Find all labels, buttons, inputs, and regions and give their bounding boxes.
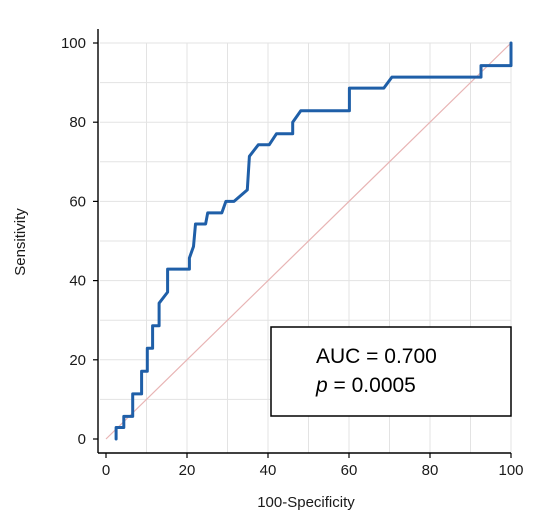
x-tick-label: 80 bbox=[422, 462, 439, 479]
x-tick-label: 60 bbox=[341, 462, 358, 479]
x-tick-label: 0 bbox=[102, 462, 110, 479]
tick-labels: 0 20 40 60 80 100 0 20 40 60 80 100 bbox=[61, 35, 524, 479]
x-axis-title: 100-Specificity bbox=[257, 494, 355, 511]
y-tick-label: 20 bbox=[69, 352, 86, 369]
y-tick-label: 60 bbox=[69, 193, 86, 210]
y-tick-label: 0 bbox=[78, 431, 86, 448]
auc-legend-box: AUC = 0.700 p = 0.0005 bbox=[270, 326, 512, 417]
x-tick-label: 100 bbox=[498, 462, 523, 479]
reference-diagonal-line bbox=[105, 42, 512, 440]
auc-label: AUC = 0.700 bbox=[316, 345, 437, 368]
p-symbol: p bbox=[315, 374, 328, 397]
reference-line-layer bbox=[105, 42, 512, 440]
y-tick-label: 80 bbox=[69, 114, 86, 131]
x-tick-label: 20 bbox=[179, 462, 196, 479]
p-value: = 0.0005 bbox=[328, 374, 416, 397]
y-axis-title: Sensitivity bbox=[12, 208, 29, 276]
y-tick-label: 40 bbox=[69, 273, 86, 290]
roc-curve bbox=[114, 41, 513, 441]
axes bbox=[97, 29, 511, 454]
roc-curve-layer bbox=[114, 41, 513, 441]
x-tick-label: 40 bbox=[260, 462, 277, 479]
y-tick-label: 100 bbox=[61, 35, 86, 52]
p-value-label: p = 0.0005 bbox=[315, 374, 416, 397]
legend-frame bbox=[270, 326, 512, 417]
